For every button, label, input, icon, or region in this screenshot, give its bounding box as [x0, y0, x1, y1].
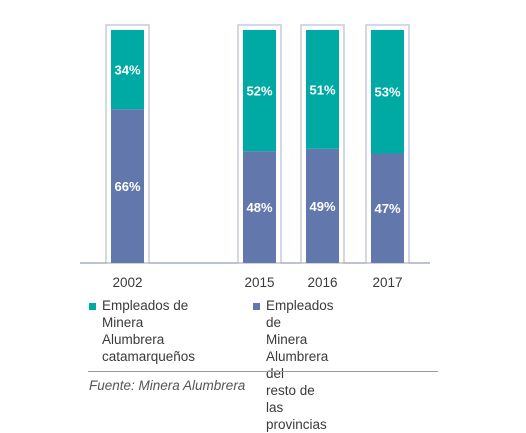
data-label-2015-otras: 48%	[246, 200, 272, 215]
bar-segment-2002-otras	[111, 109, 144, 263]
bar-segment-2015-catamarca	[243, 30, 276, 152]
bar-segment-2017-otras	[371, 153, 404, 263]
data-label-2016-catamarca: 51%	[309, 82, 335, 97]
data-label-2015-catamarca: 52%	[246, 84, 272, 99]
x-tick-label-2017: 2017	[372, 275, 402, 290]
data-label-2016-otras: 49%	[309, 199, 335, 214]
x-tick-label-2002: 2002	[112, 275, 142, 290]
bar-segment-2016-otras	[306, 148, 339, 263]
stacked-bar-chart: 66% 34% 2002 48% 52% 2015 49% 51% 2016 47% 53% 2017	[80, 24, 430, 290]
legend-item-catamarquenos: Empleados de Minera Alumbrera catamarque…	[89, 297, 195, 365]
source-divider	[88, 371, 438, 372]
data-label-2017-catamarca: 53%	[374, 85, 400, 100]
legend-label-otras-provincias: Empleados de Minera Alumbrera del resto …	[266, 298, 334, 432]
bar-segment-2015-otras	[243, 151, 276, 263]
data-label-2002-catamarca: 34%	[114, 63, 140, 78]
legend-swatch-blue	[253, 303, 260, 310]
data-label-2017-otras: 47%	[374, 201, 400, 216]
legend-item-otras-provincias: Empleados de Minera Alumbrera del resto …	[253, 297, 334, 433]
bar-segment-2016-catamarca	[306, 30, 339, 149]
x-tick-label-2016: 2016	[307, 275, 337, 290]
data-label-2002-otras: 66%	[114, 179, 140, 194]
x-tick-label-2015: 2015	[244, 275, 274, 290]
legend-swatch-teal	[89, 303, 96, 310]
legend-label-catamarquenos: Empleados de Minera Alumbrera catamarque…	[102, 298, 196, 364]
bar-segment-2017-catamarca	[371, 30, 404, 154]
bar-segment-2002-catamarca	[111, 30, 144, 110]
source-note: Fuente: Minera Alumbrera	[89, 378, 246, 393]
